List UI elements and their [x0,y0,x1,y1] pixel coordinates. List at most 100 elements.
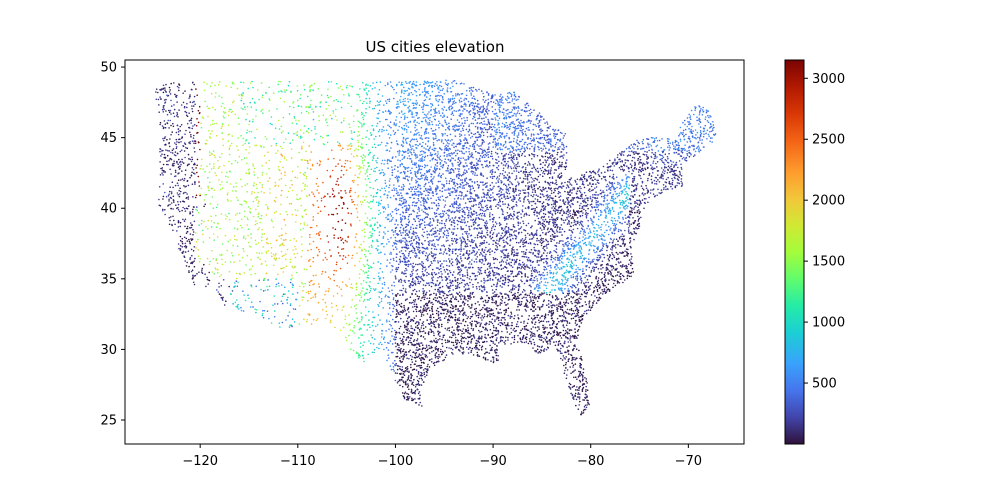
data-point [300,222,302,225]
data-point [324,301,327,304]
data-point [524,275,527,278]
data-point [175,143,177,146]
data-point [213,272,215,275]
data-point [691,125,693,128]
data-point [544,205,547,208]
data-point [463,99,465,101]
data-point [710,125,713,128]
data-point [193,147,195,149]
data-point [504,274,507,276]
data-point [327,290,330,293]
data-point [383,231,385,233]
data-point [543,265,545,268]
data-point [486,136,489,138]
data-point [385,185,388,187]
data-point [445,144,448,147]
data-point [341,207,344,209]
data-point [237,117,240,119]
data-point [511,151,513,153]
data-point [574,301,576,304]
data-point [446,189,448,191]
data-point [486,309,488,312]
data-point [497,359,499,361]
data-point [379,196,382,198]
data-point [483,239,486,242]
data-point [258,227,261,229]
data-point [505,188,508,190]
data-point [494,320,496,323]
data-point [162,111,165,113]
data-point [570,317,573,320]
data-point [250,301,253,304]
data-point [679,140,682,142]
data-point [463,139,465,141]
data-point [347,148,349,151]
data-point [494,248,497,250]
data-point [186,225,189,228]
data-point [474,174,476,176]
data-point [518,283,520,286]
data-point [453,124,456,127]
data-point [493,228,496,231]
data-point [414,322,417,325]
data-point [661,138,663,140]
data-point [523,320,525,323]
data-point [355,304,358,306]
data-point [548,223,550,225]
data-point [312,274,315,277]
data-point [493,326,495,329]
data-point [429,152,432,154]
data-point [452,125,454,128]
data-point [674,146,676,148]
data-point [570,307,573,310]
data-point [551,289,553,291]
data-point [443,260,445,262]
data-point [256,252,258,254]
data-point [473,133,475,136]
data-point [498,216,501,219]
data-point [164,209,166,211]
data-point [495,295,498,297]
data-point [518,107,520,109]
data-point [602,244,604,247]
data-point [578,318,581,321]
data-point [188,270,190,272]
data-point [404,290,407,292]
data-point [551,181,554,184]
data-point [439,158,441,161]
data-point [483,285,485,287]
data-point [507,339,509,341]
data-point [191,140,194,142]
data-point [383,129,385,132]
data-point [181,246,183,248]
data-point [426,271,428,274]
data-point [562,313,565,315]
data-point [452,191,454,193]
data-point [504,297,507,299]
data-point [470,296,472,299]
data-point [327,158,330,160]
data-point [461,147,464,150]
chart-title: US cities elevation [366,38,505,56]
data-point [610,219,613,222]
data-point [347,254,350,257]
data-point [438,120,440,123]
data-point [462,198,465,200]
data-point [513,108,516,110]
data-point [476,342,478,345]
data-point [472,112,475,114]
data-point [480,227,483,229]
data-point [467,340,470,343]
data-point [446,229,448,231]
data-point [182,250,185,253]
data-point [510,199,513,201]
data-point [447,145,449,147]
data-point [516,205,518,207]
data-point [395,156,397,158]
data-point [476,90,478,92]
data-point [438,326,440,329]
data-point [408,236,410,238]
data-point [502,203,504,205]
data-point [226,171,228,174]
data-point [379,81,382,83]
